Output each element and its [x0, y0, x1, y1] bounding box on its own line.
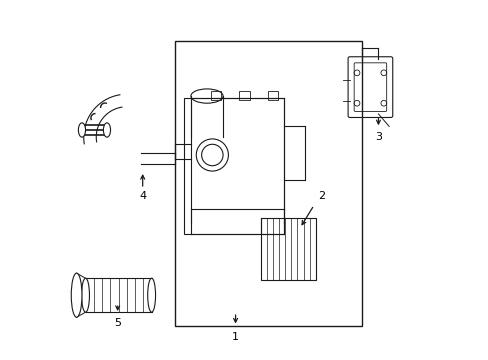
Ellipse shape [81, 278, 89, 312]
Text: 4: 4 [139, 191, 146, 201]
Ellipse shape [147, 278, 155, 312]
Text: 1: 1 [232, 332, 239, 342]
Ellipse shape [71, 273, 82, 317]
Bar [175, 41, 362, 327]
Text: 2: 2 [317, 191, 324, 201]
Ellipse shape [103, 123, 110, 137]
Bar [260, 217, 315, 280]
Text: 3: 3 [374, 132, 381, 142]
Polygon shape [83, 95, 122, 144]
Text: 5: 5 [114, 318, 121, 328]
Ellipse shape [78, 123, 85, 137]
